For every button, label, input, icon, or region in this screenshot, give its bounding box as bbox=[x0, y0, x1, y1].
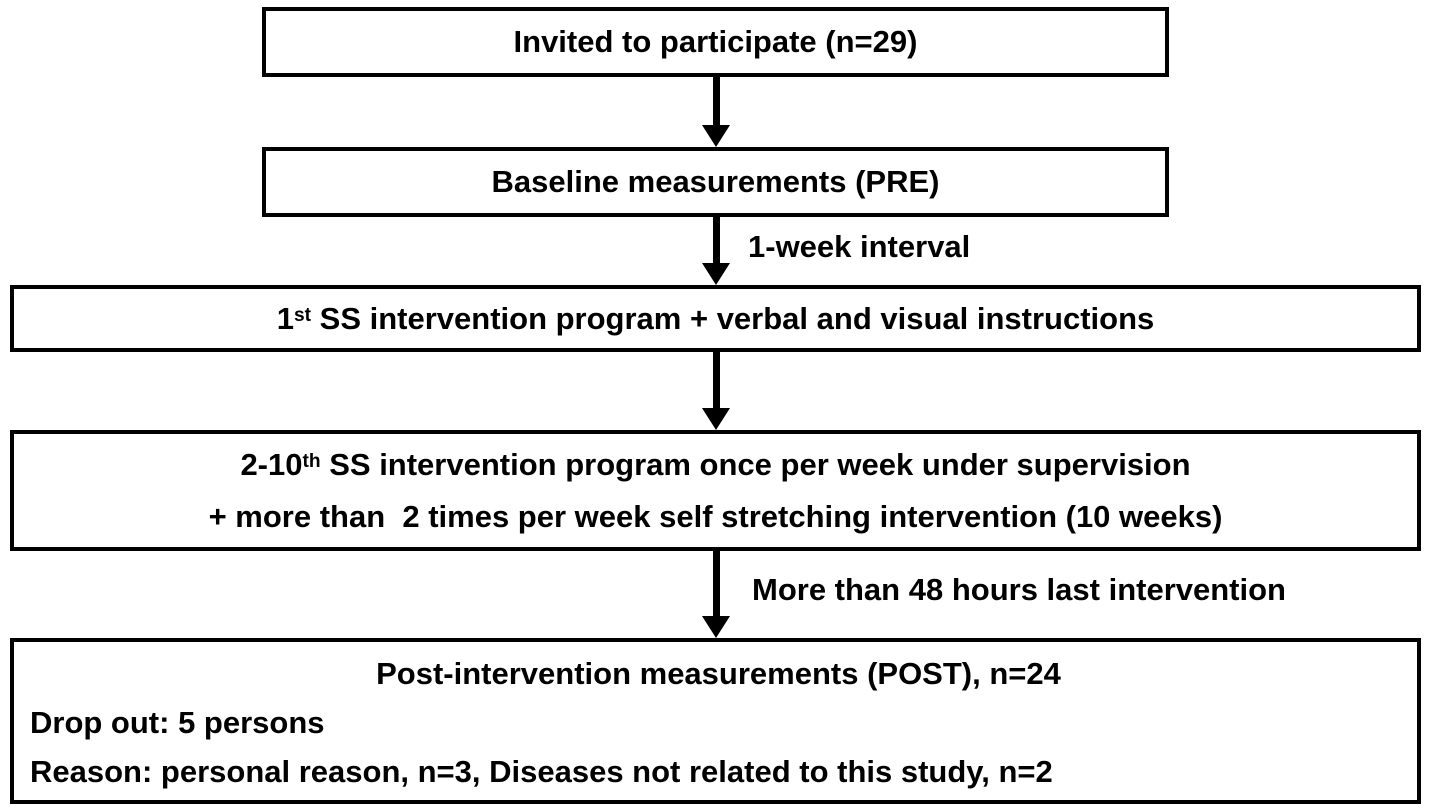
arrow-head-icon bbox=[702, 616, 730, 638]
arrow-head-icon bbox=[702, 263, 730, 285]
arrow-first-to-weekly bbox=[713, 351, 720, 410]
arrow-weekly-to-post bbox=[713, 550, 720, 618]
ordinal-number: 2-10 bbox=[240, 447, 303, 482]
flow-box-post-intervention: Post-intervention measurements (POST), n… bbox=[10, 638, 1421, 804]
flow-box-weekly-line1: 2-10th SS intervention program once per … bbox=[240, 441, 1190, 493]
arrow-label-48-hours: More than 48 hours last intervention bbox=[752, 572, 1286, 607]
flow-box-first-intervention: 1st SS intervention program + verbal and… bbox=[10, 285, 1421, 352]
ordinal-number: 1 bbox=[276, 300, 294, 336]
arrow-invited-to-baseline bbox=[713, 76, 720, 127]
arrow-head-icon bbox=[702, 125, 730, 147]
flow-box-baseline-text: Baseline measurements (PRE) bbox=[491, 164, 940, 200]
arrow-label-one-week-interval: 1-week interval bbox=[748, 229, 971, 264]
arrow-baseline-to-first bbox=[713, 216, 720, 265]
flow-box-weekly-intervention: 2-10th SS intervention program once per … bbox=[10, 430, 1421, 551]
flow-box-first-intervention-text: 1st SS intervention program + verbal and… bbox=[277, 301, 1155, 337]
flow-box-weekly-line2: + more than 2 times per week self stretc… bbox=[208, 499, 1223, 534]
box-text: SS intervention program + verbal and vis… bbox=[311, 300, 1155, 336]
flow-box-post-line3: Reason: personal reason, n=3, Diseases n… bbox=[30, 754, 1053, 789]
flow-box-invited: Invited to participate (n=29) bbox=[262, 7, 1169, 77]
arrow-head-icon bbox=[702, 408, 730, 430]
flow-box-post-line1: Post-intervention measurements (POST), n… bbox=[376, 656, 1061, 691]
flow-box-post-line2: Drop out: 5 persons bbox=[30, 705, 325, 740]
ordinal-suffix: st bbox=[293, 304, 312, 326]
flow-box-invited-text: Invited to participate (n=29) bbox=[513, 24, 918, 60]
ordinal-suffix: th bbox=[302, 450, 321, 472]
flow-box-baseline: Baseline measurements (PRE) bbox=[262, 147, 1169, 217]
box-text: SS intervention program once per week un… bbox=[320, 447, 1191, 482]
